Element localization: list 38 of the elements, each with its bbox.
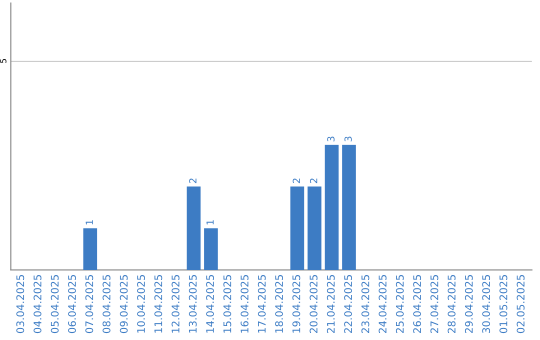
x-tick-label: 21.04.2025	[326, 275, 335, 334]
x-tick-label: 28.04.2025	[448, 275, 456, 334]
x-tick-label: 09.04.2025	[120, 275, 128, 334]
x-tick-label: 19.04.2025	[292, 275, 300, 333]
x-tick-label: 18.04.2025	[275, 275, 283, 333]
x-tick-label: 17.04.2025	[258, 275, 266, 333]
x-tick-label: 29.04.2025	[464, 275, 473, 334]
y-tick-label: 5	[0, 59, 6, 63]
data-label: 2	[292, 178, 300, 184]
x-tick-label: 30.04.2025	[482, 275, 490, 333]
x-tick-label: 06.04.2025	[68, 275, 76, 334]
x-tick-label: 25.04.2025	[396, 275, 404, 334]
x-tick-label: 01.05.2025	[499, 275, 508, 334]
x-tick-label: 14.04.2025	[206, 275, 214, 333]
x-tick-label: 16.04.2025	[240, 275, 248, 333]
data-label: 3	[344, 136, 352, 142]
x-tick-label: 15.04.2025	[223, 275, 232, 333]
x-tick-label: 27.04.2025	[430, 275, 438, 334]
data-label: 2	[189, 178, 196, 184]
x-tick-label: 10.04.2025	[137, 275, 145, 333]
data-label: 2	[310, 178, 318, 184]
x-tick-label: 11.04.2025	[154, 275, 162, 333]
x-tick-label: 20.04.2025	[310, 275, 318, 334]
x-tick-label: 08.04.2025	[102, 275, 110, 334]
x-tick-label: 12.04.2025	[172, 275, 180, 333]
x-tick-label: 07.04.2025	[85, 275, 94, 334]
x-tick-label: 26.04.2025	[413, 275, 422, 334]
data-label: 1	[206, 220, 214, 224]
x-tick-label: 03.04.2025	[16, 275, 24, 334]
data-label: 1	[86, 220, 93, 224]
x-tick-label: 02.05.2025	[516, 275, 525, 334]
data-label: 3	[327, 136, 335, 142]
x-tick-label: 23.04.2025	[361, 275, 370, 334]
x-tick-label: 05.04.2025	[50, 275, 59, 334]
x-tick-label: 13.04.2025	[188, 275, 197, 333]
x-tick-label: 04.04.2025	[34, 275, 42, 334]
x-tick-label: 24.04.2025	[378, 275, 387, 334]
x-tick-label: 22.04.2025	[344, 275, 352, 334]
